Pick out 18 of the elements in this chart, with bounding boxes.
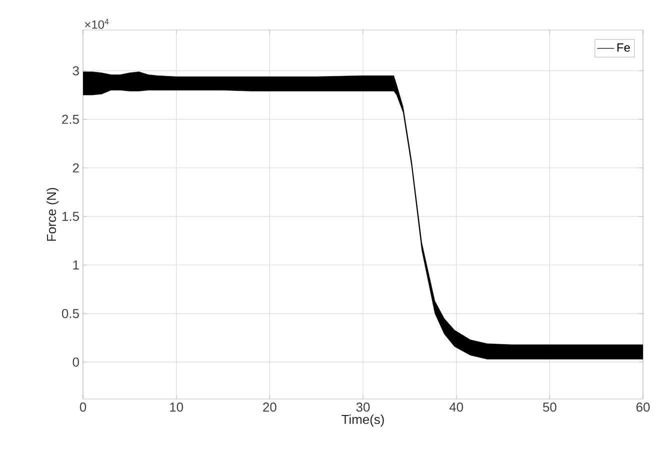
x-axis-title: Time(s) [342,414,384,427]
legend-label: Fe [617,43,630,52]
y-tick-label: 1 [73,260,79,270]
y-tick-label: 2.5 [62,114,79,124]
y-tick-label: 0 [72,358,79,367]
x-tick-label: 0 [80,402,86,412]
x-tick-label: 30 [356,402,370,412]
x-tick-label: 10 [170,402,184,412]
x-tick-label: 20 [263,402,276,412]
y-tick-label: 0.5 [62,308,79,318]
y-tick-label: 2 [72,163,79,172]
x-tick-label: 40 [449,402,464,412]
x-tick-label: 50 [542,402,556,412]
text: ×10$^{4}$ [85,18,109,29]
y-tick-label: 1.5 [62,212,79,221]
x-tick-label: 60 [636,402,650,412]
y-axis-title: Force (N) [46,188,59,241]
y-tick-label: 3 [72,66,79,76]
